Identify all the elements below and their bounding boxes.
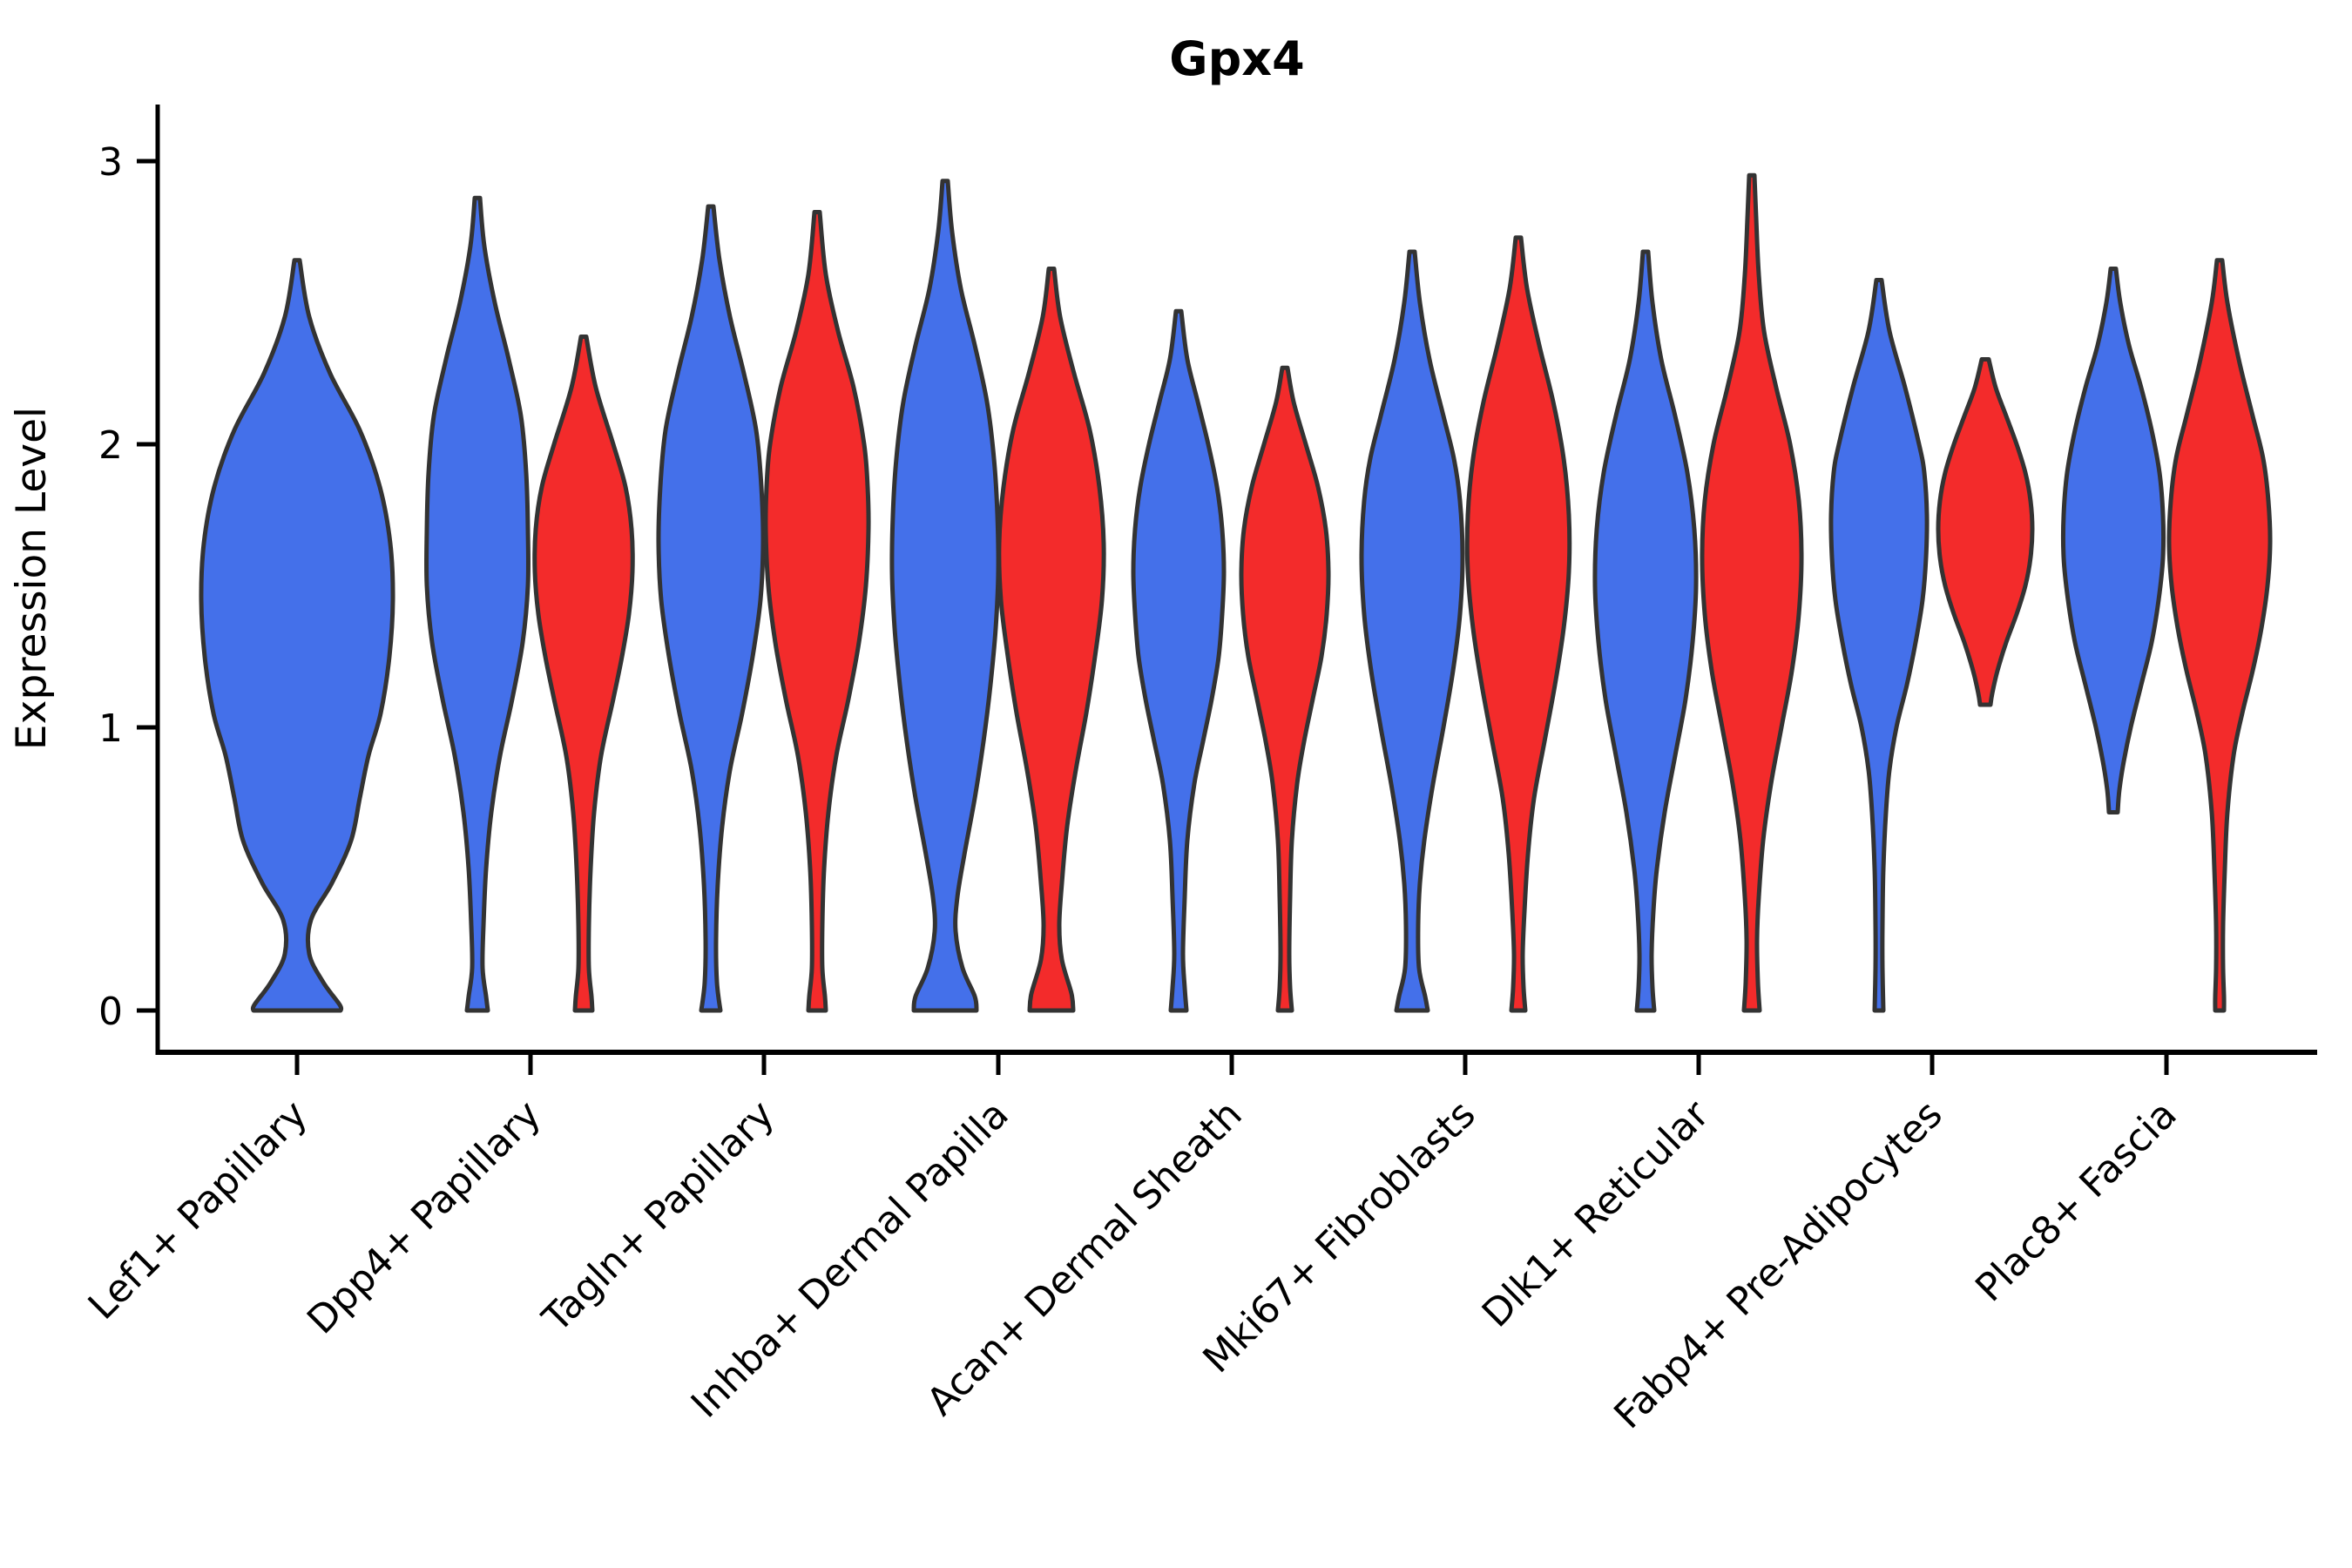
violin-plac8-blue (2060, 267, 2166, 814)
violin-mki67-red (1464, 235, 1572, 1013)
violin-tagln-blue (656, 204, 766, 1013)
y-tick-label-1: 1 (98, 706, 123, 751)
page-title: Gpx4 (1169, 31, 1304, 86)
violin-fabp4-blue (1828, 278, 1930, 1013)
y-tick-label-2: 2 (98, 423, 123, 468)
y-tick-label-0: 0 (98, 990, 123, 1034)
violin-bodies (199, 172, 2273, 1013)
y-axis-ticks: 0 1 2 3 (98, 140, 158, 1034)
violin-lef1-blue (199, 258, 395, 1013)
x-tick-label-1: Dpp4+ Papillary (299, 1092, 550, 1343)
violin-dlk1-red (1700, 172, 1804, 1013)
axis-spines (155, 105, 2317, 1055)
violin-acan-red (1239, 365, 1331, 1013)
x-tick-label-2: Tagln+ Papillary (534, 1092, 783, 1342)
x-tick-label-8: Plac8+ Fascia (1967, 1092, 2186, 1311)
violin-inhba-red (997, 267, 1106, 1013)
violin-plac8-red (2166, 258, 2273, 1013)
violin-inhba-blue (889, 179, 1001, 1013)
violin-dlk1-blue (1592, 249, 1699, 1013)
x-tick-label-6: Dlk1+ Reticular (1474, 1092, 1719, 1336)
violin-dpp4-blue (423, 195, 531, 1013)
violin-mki67-blue (1359, 249, 1465, 1013)
y-tick-label-3: 3 (98, 140, 123, 185)
violin-tagln-red (763, 210, 871, 1013)
violin-dpp4-red (532, 335, 635, 1013)
x-tick-label-0: Lef1+ Papillary (80, 1092, 316, 1328)
y-axis-label: Expression Level (8, 407, 56, 750)
violin-fabp4-red (1936, 357, 2035, 707)
violin-acan-blue (1131, 308, 1227, 1013)
